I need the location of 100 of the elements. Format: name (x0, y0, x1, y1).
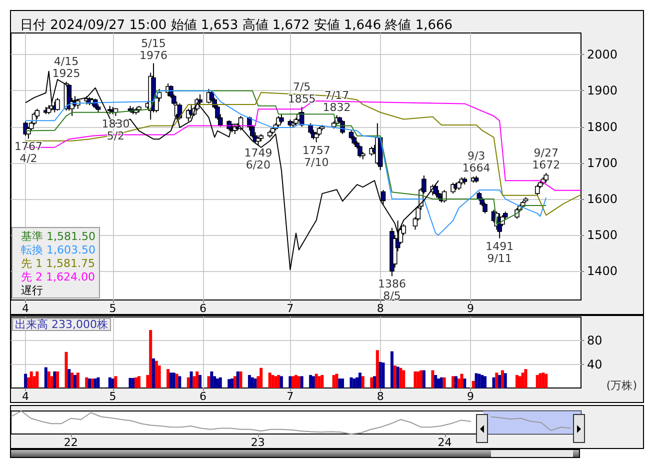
annotation: 4/15 1925 (52, 55, 80, 80)
y-tick-label: 1900 (587, 84, 618, 98)
bar (260, 368, 263, 388)
annotation: 1491 9/11 (486, 240, 514, 265)
x-tick-label: 5 (109, 302, 116, 315)
bar (178, 376, 182, 388)
bar (390, 351, 394, 388)
bar (495, 372, 498, 388)
bar (454, 376, 458, 388)
bar (166, 369, 170, 388)
bar (297, 376, 300, 388)
x-tick-label: 7 (286, 302, 294, 315)
bar (434, 374, 438, 388)
bar (24, 374, 28, 388)
bar (420, 370, 423, 388)
text: 転換 1,603.50 (21, 244, 96, 256)
text: 先 2 1,624.00 (21, 270, 95, 284)
bar (542, 372, 545, 388)
bar (172, 372, 176, 388)
bar (288, 376, 292, 388)
x-tick-label: 9 (466, 390, 474, 403)
bar (85, 377, 88, 388)
bar (516, 374, 519, 388)
x-tick-label: 7 (286, 390, 294, 403)
candlestick (544, 172, 548, 183)
bar (277, 374, 280, 388)
candlestick (55, 97, 60, 112)
y-tick-label: 40 (587, 357, 602, 372)
bar (152, 358, 155, 388)
bar (30, 371, 33, 388)
bar (399, 368, 402, 388)
bar (64, 352, 68, 388)
x-tick-label: 4 (22, 302, 30, 315)
x-tick-label: 23 (250, 436, 265, 449)
bar (431, 370, 434, 388)
y-tick-label: 1800 (587, 120, 618, 134)
bar (484, 376, 487, 388)
bar (280, 376, 283, 388)
candlestick (358, 145, 362, 158)
bar (536, 374, 539, 388)
bar (500, 370, 504, 388)
bar (44, 367, 48, 388)
bar (292, 376, 295, 388)
bar (36, 371, 39, 388)
bar (352, 378, 356, 388)
bar (504, 373, 507, 388)
bar (230, 378, 234, 388)
bar (480, 374, 484, 388)
bar (335, 374, 338, 388)
bar (442, 377, 446, 388)
bar (70, 372, 74, 388)
bar (361, 376, 364, 388)
bar (114, 376, 118, 388)
candlestick (380, 189, 386, 205)
bar (96, 377, 100, 388)
annotation: 1749 6/20 (244, 146, 272, 172)
bar (169, 372, 172, 388)
bar (90, 378, 94, 388)
bar (314, 374, 318, 388)
bar (132, 378, 135, 388)
bar (137, 376, 140, 388)
y-tick-label: 1700 (587, 156, 618, 170)
bar (198, 374, 202, 388)
bar (472, 380, 475, 388)
bar (414, 371, 417, 388)
bar (218, 377, 222, 388)
bar (228, 379, 231, 388)
bar (239, 371, 242, 388)
chart-title: 出来高 233,000株 (15, 318, 108, 331)
x-tick-label: 8 (376, 302, 384, 315)
bar (73, 374, 76, 388)
y-tick-label: 1500 (587, 228, 618, 242)
text: 基準 1,581.50 (21, 230, 96, 243)
bar (440, 377, 443, 388)
bar (250, 377, 254, 388)
bar (478, 374, 481, 388)
annotation: 1386 8/5 (378, 278, 406, 303)
text: 先 1 1,581.75 (21, 257, 95, 270)
candlestick (198, 94, 202, 106)
chart-title: 日付 2024/09/27 15:00 始値 1,653 高値 1,672 安値 1,646 終値 1,666 (20, 17, 453, 33)
bar (452, 376, 455, 388)
text: 遅行 (21, 284, 43, 297)
bar (76, 372, 80, 388)
candlestick (279, 114, 284, 124)
bar (196, 371, 199, 388)
y-axis-title: (万株) (606, 379, 638, 392)
bar (88, 378, 92, 388)
bar (416, 371, 420, 388)
x-tick-label: 6 (199, 302, 206, 315)
bar (233, 376, 236, 388)
x-tick-label: 5 (109, 390, 116, 403)
bar (376, 350, 379, 388)
bar (128, 378, 132, 388)
annotation: 9/3 1664 (462, 149, 490, 174)
bar (312, 376, 315, 388)
x-tick-label: 8 (376, 390, 384, 403)
annotation: 7/5 1855 (288, 80, 316, 106)
bar (382, 362, 385, 388)
bar (56, 371, 60, 388)
x-tick-label: 24 (438, 436, 452, 449)
